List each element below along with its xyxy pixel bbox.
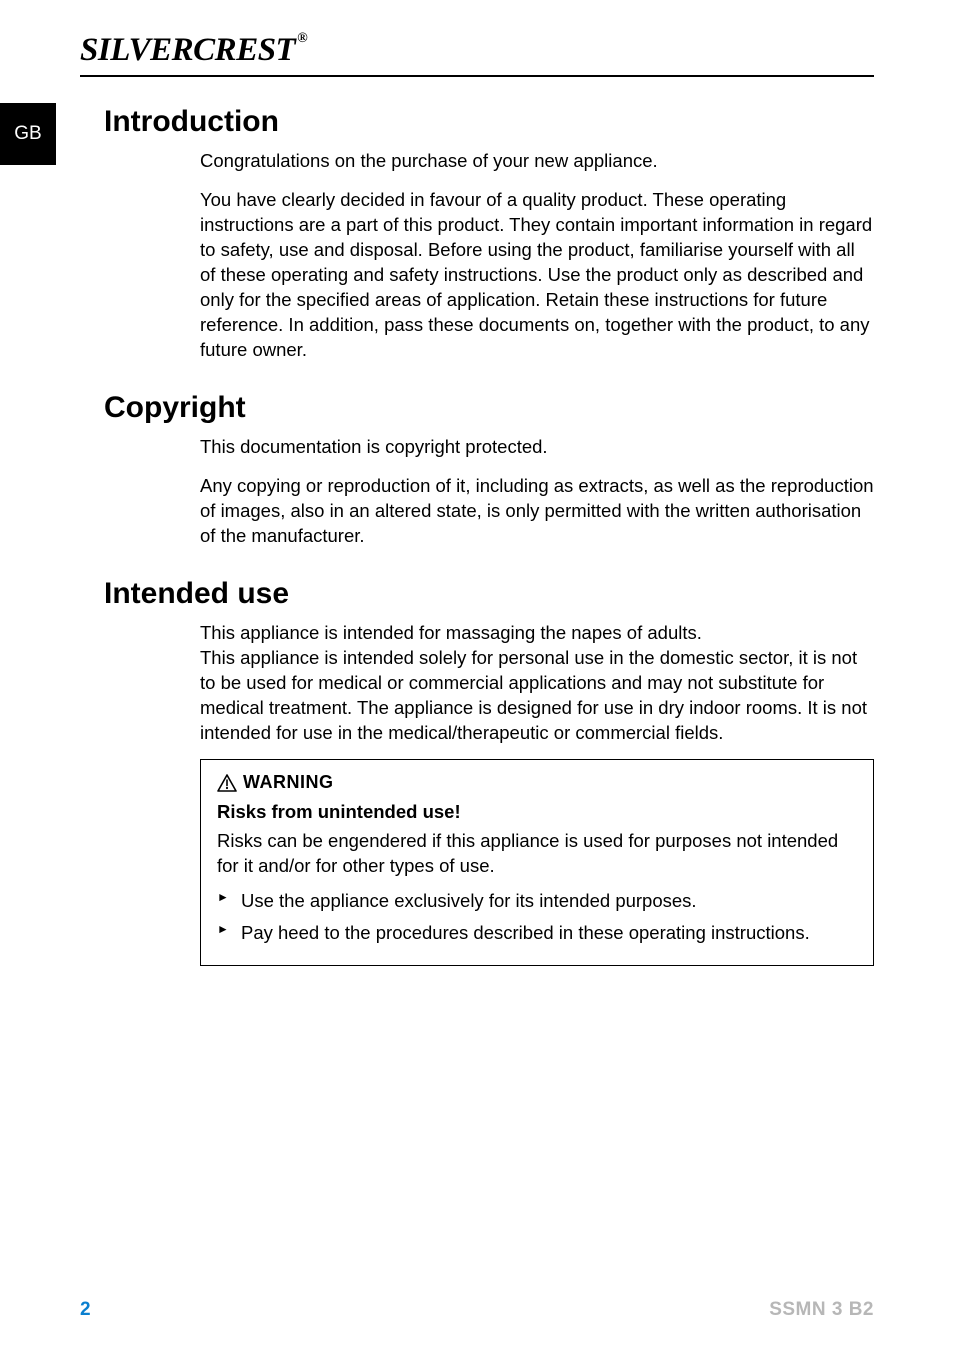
intended-body: This appliance is intended for massaging… <box>200 621 874 746</box>
warning-box: WARNING Risks from unintended use! Risks… <box>200 759 874 965</box>
heading-intended-use: Intended use <box>104 577 874 611</box>
intended-p1: This appliance is intended for massaging… <box>200 621 874 646</box>
warning-bullet-2: Pay heed to the procedures described in … <box>217 919 857 947</box>
language-tab: GB <box>0 103 56 165</box>
header-rule <box>80 75 874 77</box>
warning-bullets: Use the appliance exclusively for its in… <box>217 887 857 947</box>
intro-body: Congratulations on the purchase of your … <box>200 149 874 363</box>
copyright-body: This documentation is copyright protecte… <box>200 435 874 549</box>
heading-introduction: Introduction <box>104 105 874 139</box>
copyright-p2: Any copying or reproduction of it, inclu… <box>200 474 874 549</box>
warning-label: WARNING <box>243 772 334 793</box>
warning-p1: Risks can be engendered if this applianc… <box>217 829 857 879</box>
page: SILVERCREST® GB Introduction Congratulat… <box>0 0 954 1355</box>
footer: 2 SSMN 3 B2 <box>80 1299 874 1321</box>
intro-p1: Congratulations on the purchase of your … <box>200 149 874 174</box>
content-area: Introduction Congratulations on the purc… <box>80 105 874 966</box>
warning-heading: WARNING <box>217 772 857 793</box>
brand-strong: SILVER <box>80 32 193 68</box>
page-number: 2 <box>80 1299 91 1321</box>
warning-risk-title: Risks from unintended use! <box>217 801 857 823</box>
brand-light: CREST <box>193 32 295 68</box>
intended-p2: This appliance is intended solely for pe… <box>200 646 874 746</box>
warning-bullet-1: Use the appliance exclusively for its in… <box>217 887 857 915</box>
model-number: SSMN 3 B2 <box>769 1299 874 1321</box>
brand-registered: ® <box>297 31 307 46</box>
brand-logo: SILVERCREST® <box>80 32 874 69</box>
language-code: GB <box>14 123 41 145</box>
intro-p2: You have clearly decided in favour of a … <box>200 188 874 363</box>
copyright-p1: This documentation is copyright protecte… <box>200 435 874 460</box>
heading-copyright: Copyright <box>104 391 874 425</box>
warning-triangle-icon <box>217 774 237 792</box>
